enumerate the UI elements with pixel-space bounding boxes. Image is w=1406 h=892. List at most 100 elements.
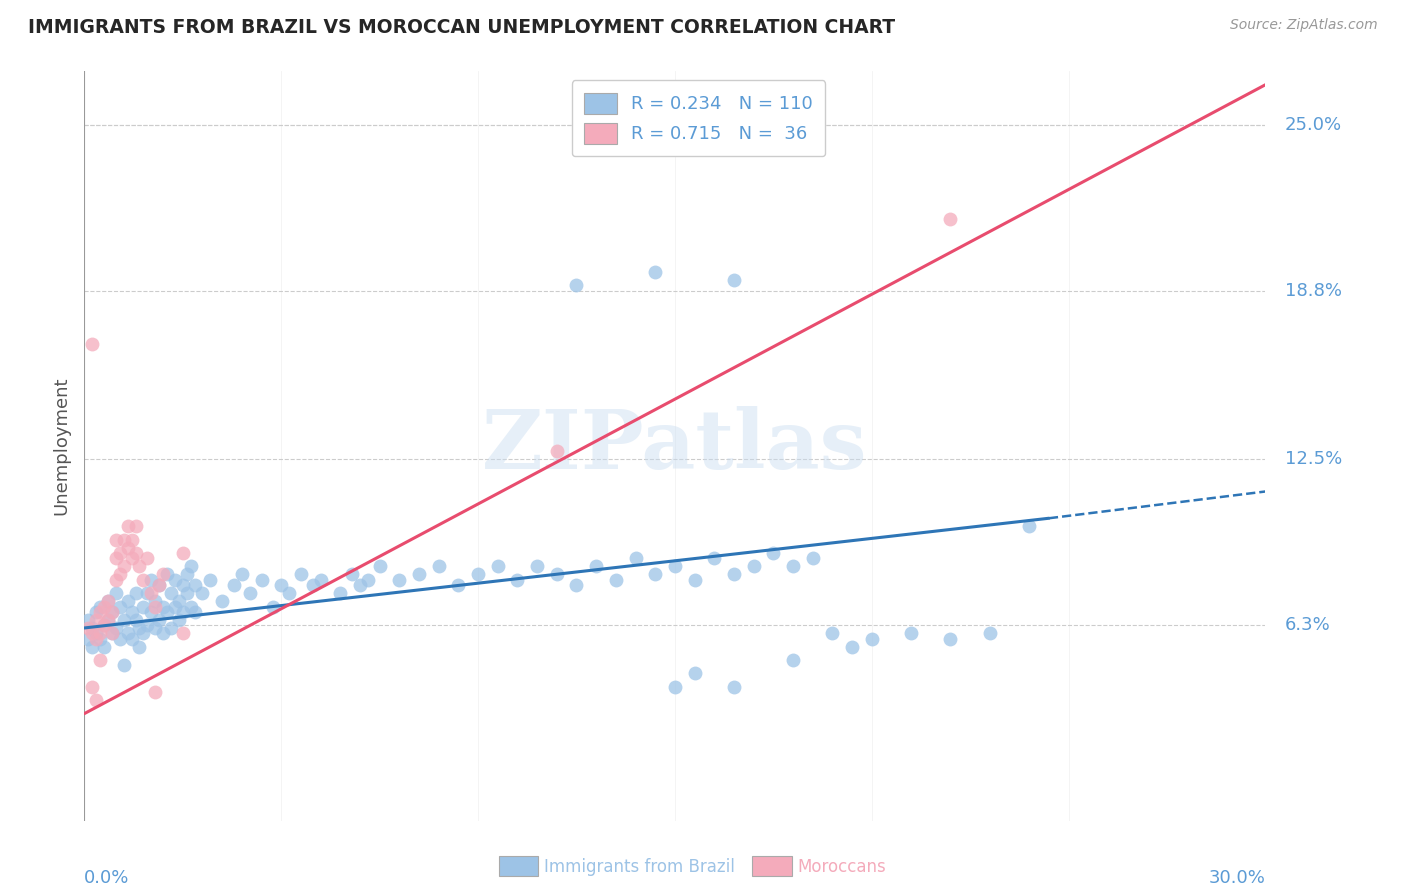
- Point: [121, 533, 143, 547]
- Point: [526, 559, 548, 574]
- Point: [121, 605, 143, 619]
- Point: [97, 594, 120, 608]
- Point: [143, 599, 166, 614]
- Point: [723, 567, 745, 582]
- Point: [860, 632, 883, 646]
- Point: [117, 594, 139, 608]
- Point: [117, 519, 139, 533]
- Point: [84, 613, 107, 627]
- Text: ZIPatlas: ZIPatlas: [482, 406, 868, 486]
- Point: [152, 567, 174, 582]
- Point: [309, 573, 332, 587]
- Point: [108, 567, 131, 582]
- Point: [117, 626, 139, 640]
- Point: [301, 578, 323, 592]
- Point: [93, 640, 115, 654]
- Point: [89, 653, 111, 667]
- Text: 0.0%: 0.0%: [84, 869, 129, 887]
- Point: [89, 632, 111, 646]
- Point: [84, 693, 107, 707]
- Point: [183, 605, 205, 619]
- Point: [97, 613, 120, 627]
- Point: [82, 626, 104, 640]
- Point: [141, 605, 163, 619]
- Text: 12.5%: 12.5%: [1285, 450, 1343, 468]
- Point: [180, 559, 202, 574]
- Point: [388, 573, 411, 587]
- Text: Moroccans: Moroccans: [797, 858, 886, 876]
- Point: [782, 559, 804, 574]
- Point: [143, 621, 166, 635]
- Point: [128, 559, 150, 574]
- Point: [152, 626, 174, 640]
- Point: [108, 599, 131, 614]
- Point: [546, 444, 568, 458]
- Point: [723, 273, 745, 287]
- Point: [742, 559, 765, 574]
- Point: [104, 586, 127, 600]
- Point: [262, 599, 284, 614]
- Point: [939, 211, 962, 226]
- Point: [585, 559, 607, 574]
- Point: [222, 578, 245, 592]
- Point: [148, 613, 170, 627]
- Point: [156, 567, 179, 582]
- Point: [172, 546, 194, 560]
- Point: [101, 626, 124, 640]
- Point: [104, 573, 127, 587]
- Point: [506, 573, 529, 587]
- Text: 18.8%: 18.8%: [1285, 282, 1343, 300]
- Point: [191, 586, 214, 600]
- Point: [250, 573, 273, 587]
- Point: [93, 599, 115, 614]
- Point: [112, 559, 135, 574]
- Text: 25.0%: 25.0%: [1285, 116, 1343, 134]
- Point: [180, 599, 202, 614]
- Point: [172, 626, 194, 640]
- Point: [801, 551, 824, 566]
- Point: [148, 578, 170, 592]
- Point: [143, 594, 166, 608]
- Point: [408, 567, 430, 582]
- Point: [163, 599, 186, 614]
- Point: [101, 626, 124, 640]
- Point: [349, 578, 371, 592]
- Y-axis label: Unemployment: Unemployment: [52, 376, 70, 516]
- Point: [152, 599, 174, 614]
- Point: [340, 567, 363, 582]
- Point: [84, 632, 107, 646]
- Point: [163, 573, 186, 587]
- Point: [486, 559, 509, 574]
- Point: [329, 586, 352, 600]
- Point: [183, 578, 205, 592]
- Point: [104, 533, 127, 547]
- Point: [644, 567, 666, 582]
- Point: [136, 551, 159, 566]
- Text: Source: ZipAtlas.com: Source: ZipAtlas.com: [1230, 18, 1378, 32]
- Point: [112, 658, 135, 673]
- Point: [132, 599, 155, 614]
- Point: [128, 640, 150, 654]
- Point: [128, 621, 150, 635]
- Point: [84, 626, 107, 640]
- Point: [172, 605, 194, 619]
- Text: 30.0%: 30.0%: [1209, 869, 1265, 887]
- Point: [141, 573, 163, 587]
- Point: [101, 605, 124, 619]
- Point: [124, 519, 146, 533]
- Point: [200, 573, 222, 587]
- Point: [82, 640, 104, 654]
- Point: [605, 573, 627, 587]
- Point: [97, 594, 120, 608]
- Text: IMMIGRANTS FROM BRAZIL VS MOROCCAN UNEMPLOYMENT CORRELATION CHART: IMMIGRANTS FROM BRAZIL VS MOROCCAN UNEMP…: [28, 18, 896, 37]
- Point: [117, 541, 139, 555]
- Point: [664, 680, 686, 694]
- Point: [368, 559, 391, 574]
- Point: [939, 632, 962, 646]
- Point: [124, 613, 146, 627]
- Point: [762, 546, 785, 560]
- Point: [546, 567, 568, 582]
- Point: [132, 573, 155, 587]
- Point: [565, 578, 588, 592]
- Point: [97, 613, 120, 627]
